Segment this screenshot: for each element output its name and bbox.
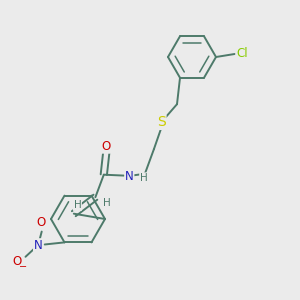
Text: O: O [101, 140, 110, 153]
Text: N: N [125, 170, 134, 183]
Text: S: S [157, 115, 166, 129]
Text: O: O [36, 216, 45, 229]
Text: O: O [13, 255, 22, 268]
Text: H: H [103, 198, 111, 208]
Text: N: N [34, 239, 43, 252]
Text: −: − [19, 262, 27, 272]
Text: H: H [140, 173, 148, 183]
Text: H: H [74, 200, 81, 210]
Text: Cl: Cl [236, 46, 248, 60]
